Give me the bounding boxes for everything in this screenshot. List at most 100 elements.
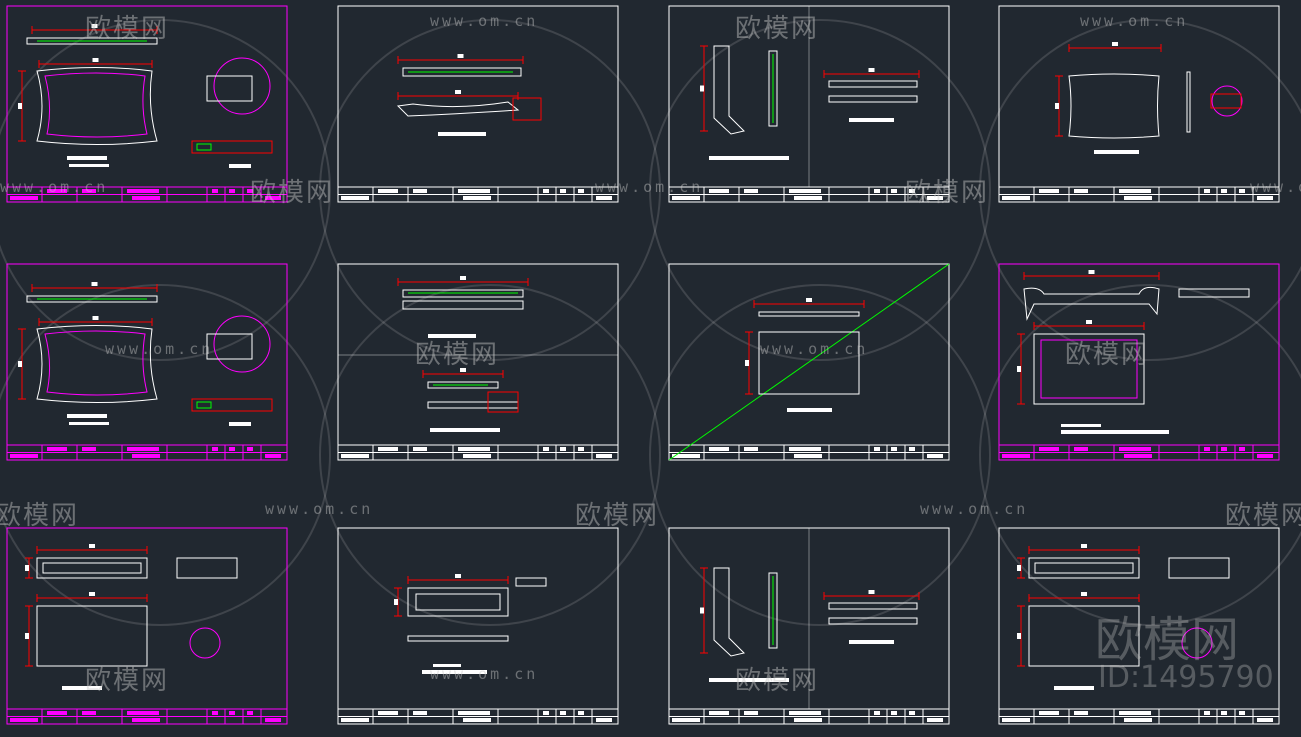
title-block-text (1204, 189, 1210, 193)
detail-circle (213, 57, 271, 115)
title-block-text (672, 718, 700, 722)
dimension-text (1086, 320, 1092, 324)
title-block-text (560, 447, 566, 451)
rail-profile (402, 289, 524, 298)
title-block-text (341, 454, 369, 458)
title-block-text (229, 447, 235, 451)
title-block-text (1074, 189, 1088, 193)
title-block-text (1204, 711, 1210, 715)
title-block-text (794, 196, 822, 200)
title-block (998, 186, 1280, 203)
title-block-text (1124, 196, 1152, 200)
title-block-text (10, 196, 38, 200)
title-block-text (265, 196, 281, 200)
title-block-text (47, 189, 67, 193)
side-view (515, 577, 547, 587)
box-elevation (407, 587, 509, 617)
table-plan (1033, 333, 1145, 405)
rail-profile (407, 635, 509, 642)
dimension-text (89, 592, 95, 596)
dimension-text (460, 368, 466, 372)
title-block (337, 186, 619, 203)
drawing-sheet-5 (6, 263, 288, 461)
title-block-text (1124, 718, 1152, 722)
drawing-title (787, 408, 832, 412)
title-block-text (672, 196, 700, 200)
detail-box (512, 97, 542, 121)
title-block-text (378, 447, 398, 451)
rail-profile (828, 95, 918, 103)
drawing-title (1061, 424, 1101, 427)
title-block-text (229, 189, 235, 193)
dimension-text (868, 68, 875, 72)
title-block-text (341, 196, 369, 200)
title-block-text (127, 711, 159, 715)
title-block-text (709, 447, 729, 451)
title-block-text (891, 711, 897, 715)
detail-circle (1211, 85, 1243, 117)
watermark-arc (319, 19, 661, 361)
title-block-text (1221, 447, 1227, 451)
box-elevation (36, 557, 148, 579)
title-block-text (1239, 189, 1245, 193)
title-block-text (1074, 711, 1088, 715)
title-block-text (47, 447, 67, 451)
title-block-text (794, 454, 822, 458)
title-block-text (247, 447, 253, 451)
title-block (6, 444, 288, 461)
drawing-sheet-3 (668, 5, 950, 203)
title-block-text (1119, 189, 1151, 193)
title-block-text (463, 718, 491, 722)
title-block-text (596, 196, 612, 200)
title-block-text (927, 454, 943, 458)
title-block-text (709, 711, 729, 715)
drawing-sheet-11 (668, 527, 950, 725)
box-plan (36, 605, 148, 667)
rail-profile (828, 617, 918, 625)
title-block-text (1239, 447, 1245, 451)
side-view (176, 557, 238, 579)
rail-profile (427, 381, 499, 389)
title-block-text (413, 711, 427, 715)
title-block-text (212, 447, 218, 451)
dimension-text (1088, 270, 1095, 274)
highlight-block (196, 401, 212, 409)
title-block (668, 444, 950, 461)
title-block-text (543, 189, 549, 193)
title-block-text (127, 447, 159, 451)
title-block-text (212, 711, 218, 715)
title-block-text (927, 196, 943, 200)
detail-section (206, 333, 253, 360)
detail-circle (189, 627, 221, 659)
drawing-sheet-9 (6, 527, 288, 725)
dimension-text (1112, 42, 1118, 46)
dimension-text (89, 544, 95, 548)
title-block-text (578, 711, 584, 715)
edge-profile (758, 311, 860, 317)
section-hatch (191, 398, 273, 412)
box-elevation (1028, 557, 1140, 579)
drawing-sheet-6 (337, 263, 619, 461)
detail-title (229, 422, 251, 426)
title-block-text (927, 718, 943, 722)
watermark-arc (979, 19, 1301, 361)
drawing-title (67, 414, 107, 418)
drawing-sheet-10 (337, 527, 619, 725)
drawing-title (849, 640, 894, 644)
panel-profile (768, 50, 778, 127)
title-block-text (596, 454, 612, 458)
box-inner (1034, 562, 1134, 574)
drawing-sheet-2 (337, 5, 619, 203)
title-block-text (1039, 189, 1059, 193)
title-block-text (10, 454, 38, 458)
table-elevation (1023, 286, 1160, 321)
dimension-text (18, 103, 22, 109)
detail-section (1210, 93, 1242, 109)
title-block-text (1039, 711, 1059, 715)
detail-circle (213, 315, 271, 373)
title-block-text (1204, 447, 1210, 451)
title-block-text (789, 189, 821, 193)
drawing-sheet-7 (668, 263, 950, 461)
title-block-text (132, 454, 160, 458)
